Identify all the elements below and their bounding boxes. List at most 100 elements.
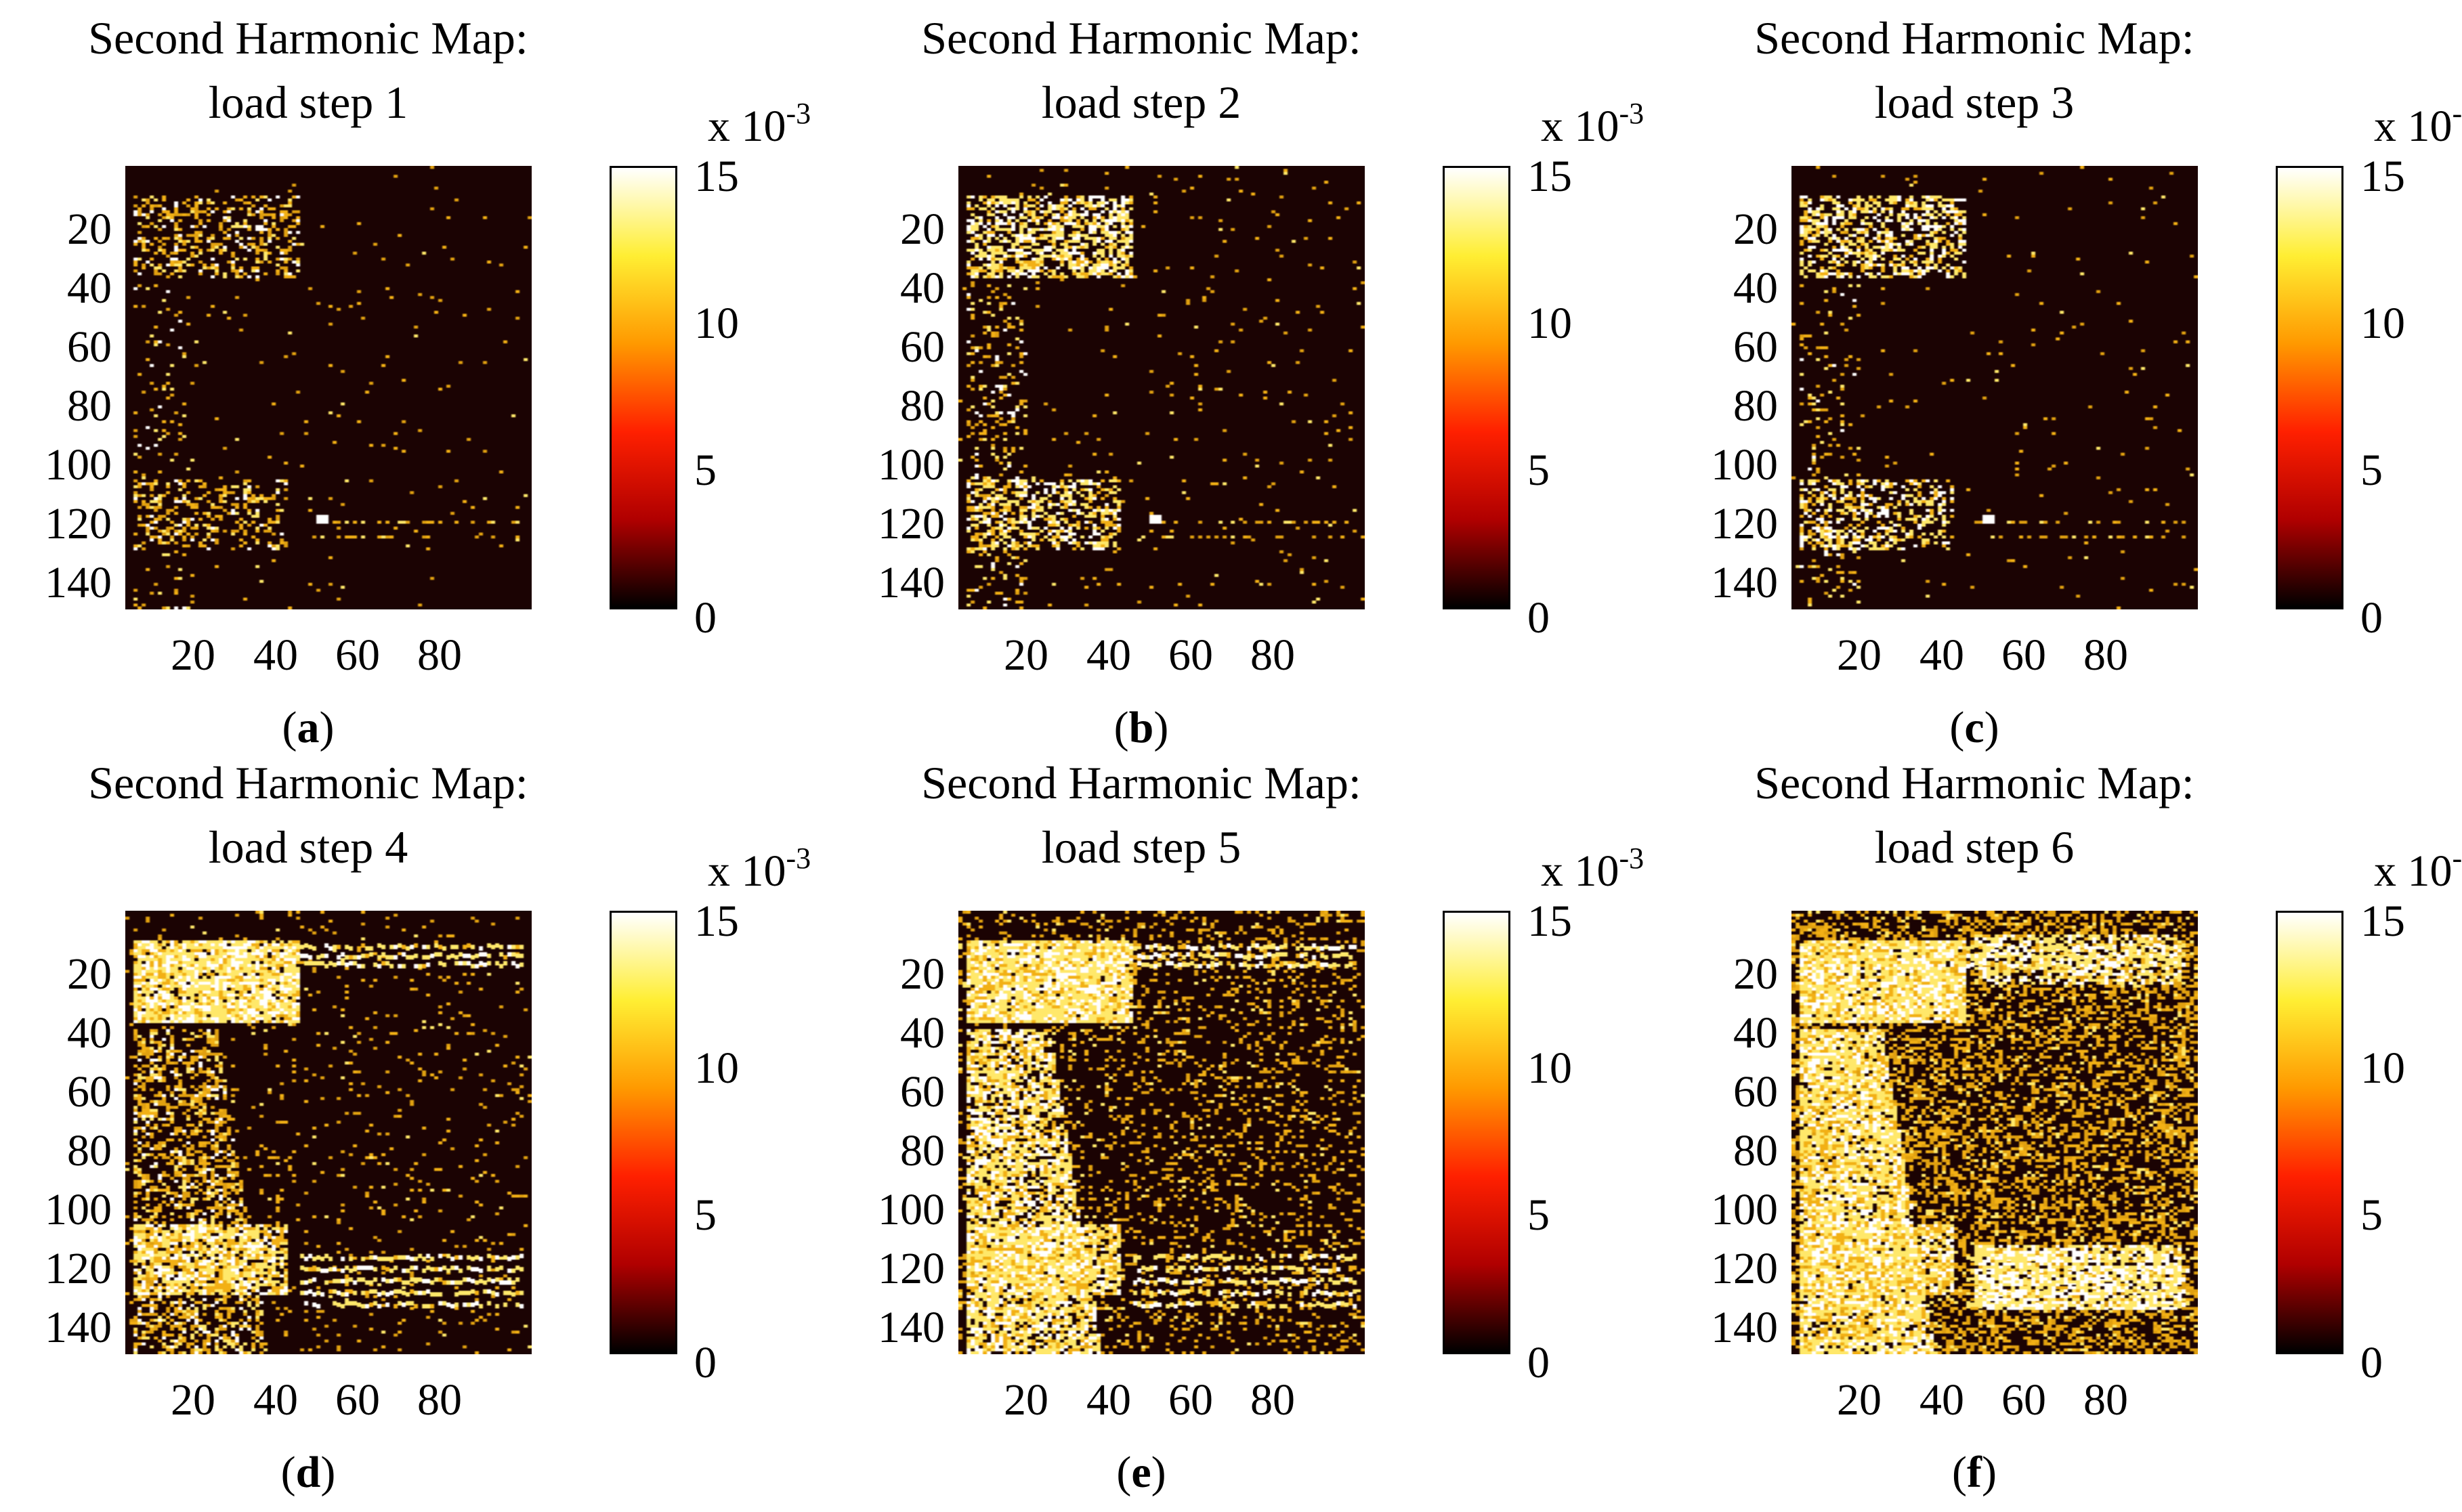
colorbar-tick: 15: [1527, 897, 1572, 946]
panel-title-line1: Second Harmonic Map:: [88, 12, 528, 64]
colorbar-tick: 10: [1527, 1043, 1572, 1093]
colorbar-multiplier: x 10-3: [2374, 91, 2462, 149]
panel-title-line2: load step 5: [1041, 821, 1241, 873]
x-tick: 60: [1168, 1375, 1213, 1425]
y-tick: 20: [900, 204, 945, 254]
colorbar: [610, 166, 677, 609]
y-tick: 120: [45, 499, 112, 548]
colorbar-multiplier-base: x 10: [708, 102, 786, 151]
panel-label-letter: b: [1128, 703, 1154, 752]
panel-label-letter: c: [1964, 703, 1985, 752]
colorbar-multiplier: x 10-3: [708, 836, 811, 894]
y-tick: 120: [1711, 1244, 1778, 1293]
colorbar-multiplier: x 10-3: [2374, 836, 2462, 894]
x-tick: 80: [2083, 1375, 2128, 1425]
x-tick: 40: [1919, 1375, 1964, 1425]
colorbar-tick: 0: [694, 593, 717, 643]
panel-label: (c): [1683, 701, 2266, 755]
heatmap-plot: [958, 166, 1365, 609]
y-tick: 40: [900, 263, 945, 313]
x-tick: 20: [1004, 630, 1048, 680]
panel-title-line1: Second Harmonic Map:: [921, 12, 1361, 64]
colorbar-tick: 0: [1527, 593, 1550, 643]
panel-e: Second Harmonic Map: load step 5 20 40 6…: [850, 752, 1683, 1503]
x-tick: 40: [253, 1375, 298, 1425]
y-tick: 80: [1733, 1126, 1778, 1175]
x-tick: 20: [171, 630, 215, 680]
colorbar-tick: 10: [694, 299, 739, 348]
x-tick: 20: [1837, 1375, 1882, 1425]
colorbar-tick: 5: [694, 1190, 717, 1240]
y-tick: 40: [67, 263, 112, 313]
y-tick: 100: [1711, 1185, 1778, 1234]
heatmap-plot: [958, 911, 1365, 1354]
panel-label-letter: e: [1131, 1448, 1151, 1497]
heatmap-plot: [1791, 911, 2198, 1354]
x-tick: 40: [1086, 1375, 1131, 1425]
panel-label-close: ): [1153, 703, 1169, 752]
y-tick: 20: [67, 204, 112, 254]
heatmap-canvas: [125, 911, 532, 1354]
x-tick: 80: [1250, 1375, 1295, 1425]
colorbar: [2276, 911, 2343, 1354]
colorbar: [2276, 166, 2343, 609]
panel-title-line2: load step 6: [1874, 821, 2075, 873]
y-tick: 140: [1711, 1303, 1778, 1352]
colorbar-multiplier-base: x 10: [2374, 846, 2453, 896]
panel-label-letter: d: [295, 1448, 321, 1497]
y-tick: 60: [900, 322, 945, 372]
colorbar-tick: 10: [2360, 1043, 2405, 1093]
colorbar-tick: 0: [1527, 1338, 1550, 1387]
colorbar-tick: 15: [1527, 152, 1572, 201]
y-tick: 40: [1733, 263, 1778, 313]
y-tick: 80: [1733, 381, 1778, 431]
y-tick: 60: [1733, 322, 1778, 372]
y-tick: 100: [1711, 440, 1778, 490]
y-tick: 40: [900, 1008, 945, 1058]
panel-label-close: ): [319, 703, 335, 752]
panel-label: (e): [850, 1446, 1432, 1500]
y-tick: 60: [67, 1067, 112, 1117]
y-tick: 120: [1711, 499, 1778, 548]
colorbar-tick: 0: [694, 1338, 717, 1387]
colorbar-multiplier-base: x 10: [1541, 102, 1619, 151]
y-tick: 100: [878, 1185, 945, 1234]
y-tick: 140: [45, 558, 112, 607]
panel-title-line2: load step 4: [208, 821, 408, 873]
panel-c: Second Harmonic Map: load step 3 20 40 6…: [1683, 7, 2462, 758]
x-tick: 80: [1250, 630, 1295, 680]
colorbar-multiplier-exp: -3: [1619, 842, 1644, 875]
heatmap-plot: [125, 911, 532, 1354]
panel-title-line1: Second Harmonic Map:: [1754, 757, 2194, 808]
colorbar-multiplier-exp: -3: [1619, 97, 1644, 130]
heatmap-plot: [1791, 166, 2198, 609]
colorbar-tick: 0: [2360, 593, 2383, 643]
colorbar-multiplier-base: x 10: [708, 846, 786, 896]
colorbar: [610, 911, 677, 1354]
panel-label-close: ): [320, 1448, 336, 1497]
panel-title-line2: load step 2: [1041, 77, 1241, 128]
colorbar-tick: 5: [2360, 446, 2383, 495]
x-tick: 60: [1168, 630, 1213, 680]
y-tick: 40: [67, 1008, 112, 1058]
x-tick: 20: [1837, 630, 1882, 680]
colorbar-tick: 5: [2360, 1190, 2383, 1240]
y-tick: 60: [900, 1067, 945, 1117]
y-tick: 40: [1733, 1008, 1778, 1058]
x-tick: 80: [417, 1375, 462, 1425]
colorbar-multiplier-exp: -3: [786, 842, 811, 875]
y-tick: 140: [878, 558, 945, 607]
y-tick: 20: [67, 949, 112, 999]
panel-title-line2: load step 1: [208, 77, 408, 128]
x-tick: 60: [335, 630, 380, 680]
panel-b: Second Harmonic Map: load step 2 20 40 6…: [850, 7, 1683, 758]
colorbar-tick: 15: [694, 152, 739, 201]
heatmap-canvas: [958, 166, 1365, 609]
x-tick: 40: [253, 630, 298, 680]
panel-label-open: (: [1949, 703, 1965, 752]
y-tick: 60: [67, 322, 112, 372]
y-tick: 20: [1733, 204, 1778, 254]
x-tick: 60: [2001, 1375, 2046, 1425]
x-tick: 40: [1919, 630, 1964, 680]
